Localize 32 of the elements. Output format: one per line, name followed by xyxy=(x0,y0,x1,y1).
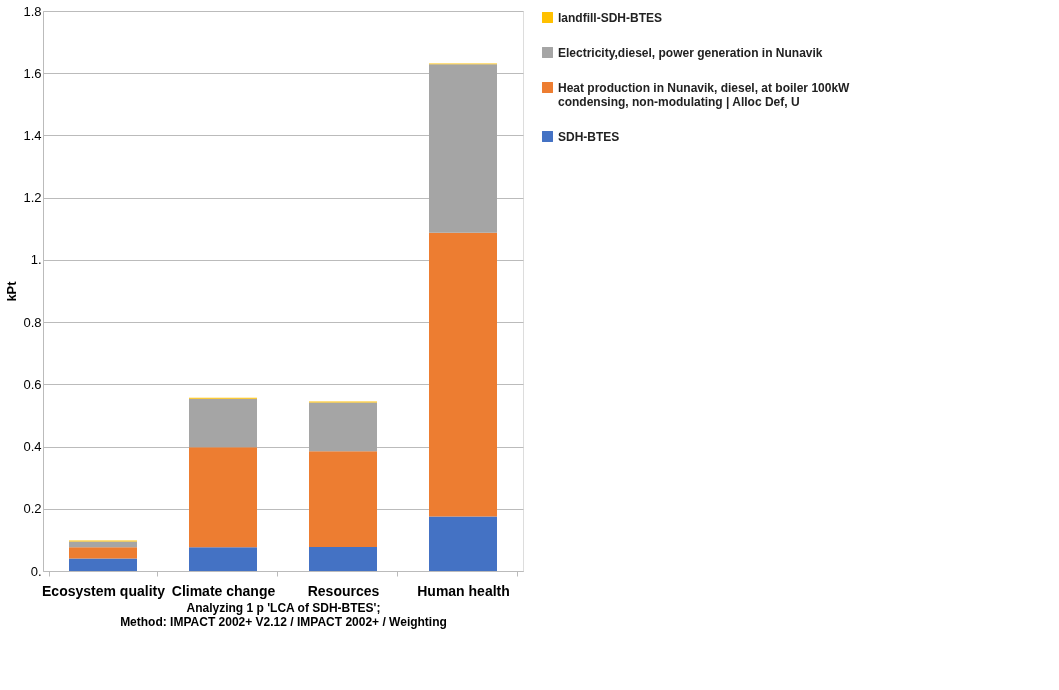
bar xyxy=(189,447,257,548)
bar xyxy=(309,451,377,548)
bar xyxy=(309,547,377,571)
y-tick-label: 0.4 xyxy=(23,439,42,455)
bar xyxy=(309,402,377,452)
bar xyxy=(429,516,497,571)
y-tick-label: 1.2 xyxy=(23,190,42,206)
legend-label: landfill-SDH-BTES xyxy=(558,10,662,25)
legend-label: Heat production in Nunavik, diesel, at boiler 100kW condensing, non-modulating | Alloc Def, U xyxy=(558,80,851,109)
x-axis-title: Analyzing 1 p 'LCA of SDH-BTES'; Method: IMPACT 2002+ V2.12 / IMPACT 2002+ / Weighting xyxy=(120,600,447,629)
y-tick-label: 0.8 xyxy=(23,314,42,330)
y-tick-label: 0.6 xyxy=(23,376,42,392)
bar xyxy=(189,398,257,448)
bar xyxy=(69,558,137,571)
y-tick-label: 1.4 xyxy=(23,127,42,143)
bar xyxy=(189,547,257,571)
x-tick-label: Climate change xyxy=(171,582,276,599)
x-tick-label: Human health xyxy=(417,582,510,599)
legend-label: Electricity,diesel, power generation in Nunavik xyxy=(558,45,823,60)
y-tick-label: 0. xyxy=(30,563,42,579)
y-axis-title: kPt xyxy=(4,280,20,302)
bar xyxy=(429,232,497,517)
x-tick-label: Resources xyxy=(307,582,380,599)
x-tick-label: Ecosystem quality xyxy=(42,582,166,599)
y-tick-label: 1.8 xyxy=(23,3,42,19)
y-tick-label: 1.6 xyxy=(23,65,42,81)
bar xyxy=(69,547,137,559)
y-tick-label: 0.2 xyxy=(23,501,42,517)
y-tick-label: 1. xyxy=(30,252,42,268)
bar xyxy=(429,64,497,233)
bar xyxy=(69,541,137,548)
legend-label: SDH-BTES xyxy=(558,129,620,144)
